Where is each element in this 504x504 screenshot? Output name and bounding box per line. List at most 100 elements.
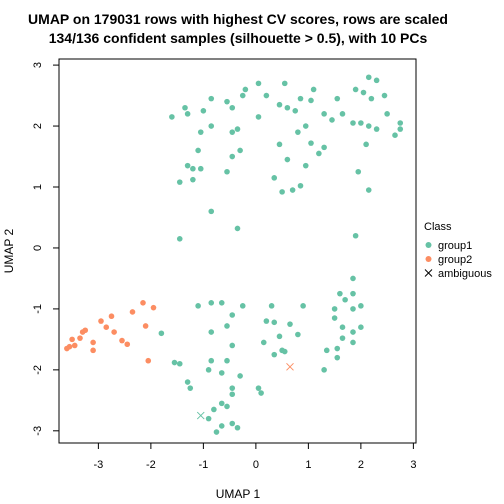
group2-point bbox=[64, 345, 70, 352]
group1-point bbox=[195, 147, 201, 154]
group1-point bbox=[182, 104, 188, 111]
x-tick-label: -3 bbox=[93, 459, 103, 471]
group1-point bbox=[169, 114, 175, 120]
group1-point bbox=[239, 303, 246, 309]
group1-point bbox=[208, 95, 215, 102]
group1-point bbox=[350, 120, 356, 126]
group1-point bbox=[218, 400, 225, 407]
group1-point bbox=[358, 303, 364, 309]
group1-point bbox=[381, 92, 388, 99]
group1-point bbox=[292, 108, 299, 114]
group1-point bbox=[234, 225, 241, 232]
group1-point bbox=[229, 385, 236, 391]
group1-point bbox=[263, 318, 270, 324]
legend-entries: group1 group2 ambiguous bbox=[424, 240, 492, 280]
group1-point bbox=[368, 95, 375, 102]
group1-point bbox=[281, 80, 288, 87]
group1-point bbox=[208, 329, 215, 335]
group1-point bbox=[334, 95, 341, 102]
group1-point bbox=[218, 423, 225, 429]
group1-point bbox=[358, 120, 364, 126]
group1-point bbox=[229, 420, 236, 427]
group1-point bbox=[297, 182, 304, 189]
legend-label-ambiguous: ambiguous bbox=[438, 268, 492, 280]
group1-point bbox=[184, 379, 191, 385]
group1-point bbox=[190, 165, 196, 172]
group1-point bbox=[260, 339, 267, 346]
y-axis-label: UMAP 2 bbox=[2, 228, 16, 273]
group1-point bbox=[373, 126, 380, 132]
group2-point bbox=[142, 323, 149, 329]
group1-point bbox=[213, 429, 220, 435]
group1-point bbox=[339, 324, 346, 330]
group1-point bbox=[176, 360, 183, 367]
y-tick-label: 2 bbox=[32, 123, 44, 129]
group1-point bbox=[224, 323, 230, 329]
group1-point bbox=[205, 367, 212, 373]
x-tick-label: 1 bbox=[305, 459, 311, 471]
group1-point bbox=[205, 415, 212, 422]
y-axis: -3 -2 -1 0 1 2 3 bbox=[32, 62, 59, 436]
legend: Class group1 group2 ambiguous bbox=[424, 221, 492, 280]
group1-point bbox=[321, 144, 327, 151]
group1-point bbox=[276, 101, 283, 108]
group1-point bbox=[302, 162, 309, 169]
group2-point bbox=[71, 342, 78, 349]
group1-point bbox=[211, 406, 217, 413]
group2-point bbox=[150, 304, 157, 311]
x-tick-label: 3 bbox=[410, 459, 416, 471]
chart-subtitle: 134/136 confident samples (silhouette > … bbox=[49, 30, 428, 46]
group1-point bbox=[350, 329, 356, 335]
group1-point bbox=[316, 150, 322, 157]
group1-point bbox=[190, 176, 196, 183]
group1-point bbox=[276, 141, 283, 148]
group1-point bbox=[197, 129, 204, 135]
group1-point bbox=[171, 359, 178, 366]
x-tick-label: -1 bbox=[198, 459, 208, 471]
group1-point bbox=[187, 385, 194, 391]
group1-point bbox=[229, 153, 236, 160]
group1-point bbox=[224, 168, 230, 175]
group1-point bbox=[208, 208, 215, 215]
group1-point bbox=[358, 324, 364, 330]
x-tick-label: -2 bbox=[146, 459, 156, 471]
group1-point bbox=[350, 339, 356, 346]
group2-point bbox=[129, 309, 136, 315]
group1-point bbox=[350, 275, 356, 282]
group1-point bbox=[208, 357, 215, 364]
group1-point bbox=[360, 89, 367, 96]
group1-point bbox=[308, 140, 314, 146]
group1-point bbox=[284, 156, 291, 163]
y-tick-label: 3 bbox=[32, 62, 44, 68]
group1-point bbox=[365, 187, 372, 193]
group1-point bbox=[268, 303, 275, 309]
group1-point bbox=[242, 86, 249, 93]
data-points bbox=[64, 74, 404, 435]
group1-point bbox=[184, 162, 191, 169]
chart-title: UMAP on 179031 rows with highest CV scor… bbox=[28, 11, 448, 27]
group2-point bbox=[69, 336, 75, 343]
group1-point bbox=[224, 357, 230, 364]
group2-point bbox=[90, 339, 96, 346]
group2-point bbox=[90, 347, 96, 354]
group1-point bbox=[255, 385, 262, 391]
y-tick-label: -2 bbox=[32, 365, 44, 375]
group1-point bbox=[339, 335, 346, 341]
group1-point bbox=[329, 117, 335, 123]
group1-point bbox=[373, 77, 380, 84]
group1-point bbox=[255, 114, 262, 120]
group1-point bbox=[218, 370, 225, 376]
group1-point bbox=[271, 319, 278, 326]
legend-marker-group1 bbox=[425, 242, 432, 248]
x-tick-label: 2 bbox=[358, 459, 364, 471]
group1-point bbox=[176, 236, 183, 242]
y-tick-label: 0 bbox=[32, 245, 44, 251]
group1-point bbox=[224, 98, 230, 105]
group1-point bbox=[234, 126, 241, 132]
group1-point bbox=[297, 95, 304, 102]
group1-point bbox=[197, 165, 204, 172]
group1-point bbox=[271, 351, 278, 358]
group1-point bbox=[352, 86, 359, 93]
group1-point bbox=[310, 86, 317, 93]
